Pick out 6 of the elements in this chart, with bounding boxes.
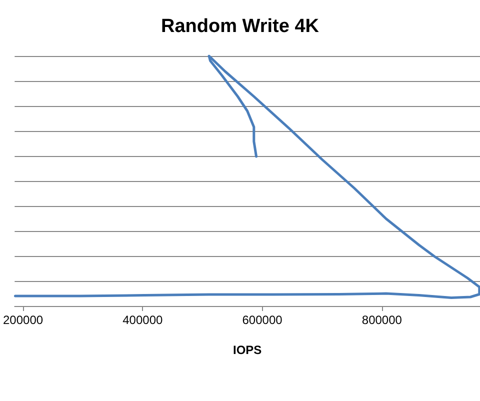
x-axis-title: IOPS	[232, 343, 262, 357]
x-tick-label: 400000	[122, 313, 163, 327]
x-tick-label: 800000	[362, 313, 402, 327]
x-tick-label: 200000	[3, 313, 44, 327]
x-tick-label: 600000	[242, 313, 283, 327]
chart-title: Random Write 4K	[160, 16, 320, 37]
